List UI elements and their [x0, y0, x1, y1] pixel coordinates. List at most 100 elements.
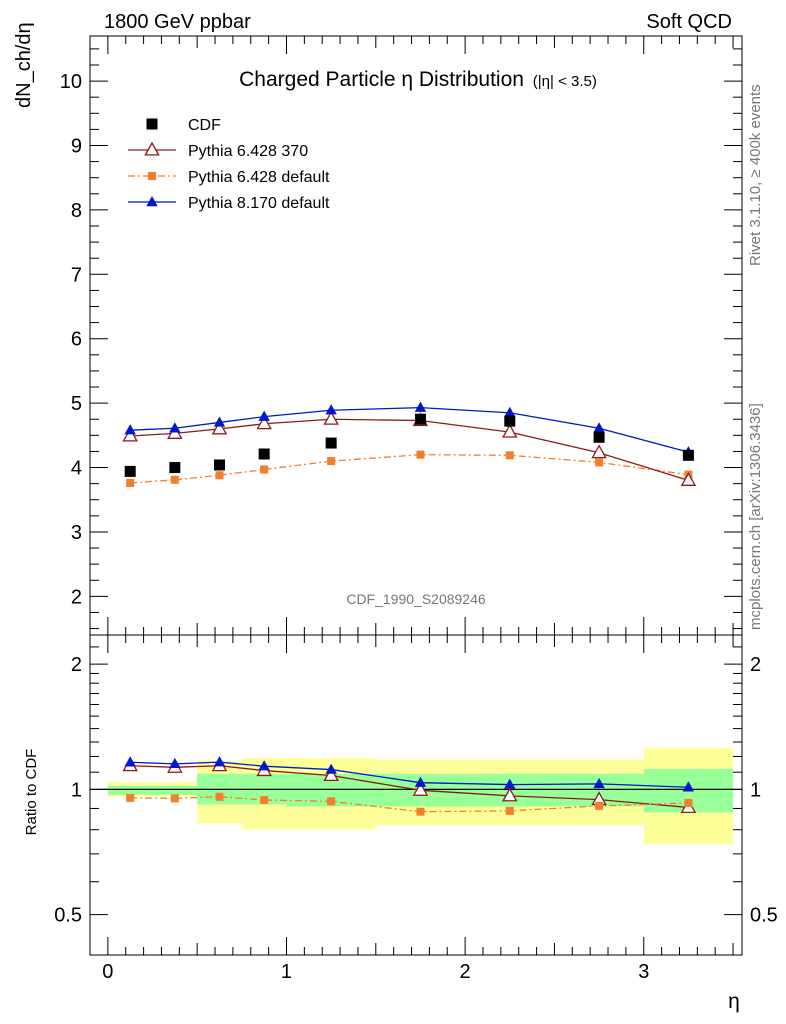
- main-point-s1-0: [122, 427, 138, 442]
- ratio-point-s1-7: [595, 801, 604, 810]
- main-point-s0-7: [593, 431, 605, 443]
- x-tick-label-2: 2: [460, 961, 471, 983]
- main-point-s1-4: [323, 410, 339, 425]
- ratio-point-s1-5: [416, 807, 425, 816]
- main-title-cut: (|η| < 3.5): [533, 73, 597, 90]
- analysis-id: CDF_1990_S2089246: [346, 591, 486, 607]
- ratio-ytick-label-0: 0.5: [54, 905, 82, 927]
- main-point-s0-5: [414, 413, 426, 425]
- main-point-s2-0: [126, 478, 135, 487]
- x-tick-label-0: 0: [102, 961, 113, 983]
- main-line-1: [130, 418, 689, 482]
- ratio-point-s1-0: [126, 793, 135, 802]
- legend-label-1: Pythia 6.428 370: [188, 143, 308, 160]
- legend-marker-3: [146, 196, 158, 207]
- main-point-s0-3: [258, 448, 270, 460]
- main-point-s3-1: [169, 422, 181, 433]
- main-point-s2-5: [416, 450, 425, 459]
- main-ytick-label-6: 8: [71, 200, 82, 222]
- ratio-point-s2-0: [124, 756, 136, 767]
- ratio-point-s2-2: [213, 756, 226, 767]
- legend-label-3: Pythia 8.170 default: [188, 195, 330, 212]
- x-tick-label-3: 3: [638, 961, 649, 983]
- main-ytick-label-4: 6: [71, 329, 82, 351]
- ratio-ytick-label-right-1: 1: [750, 779, 761, 801]
- ratio-point-s0-5: [412, 781, 429, 796]
- main-ylabel-text: dN_ch/dη: [13, 22, 35, 108]
- main-point-s2-4: [327, 457, 336, 466]
- main-point-s3-4: [325, 404, 337, 415]
- main-panel: 2 3 4 5 6 7 8 9 10: [60, 36, 742, 635]
- main-point-s3-2: [213, 416, 226, 427]
- main-title: Charged Particle η Distribution (|η| < 3…: [239, 68, 597, 91]
- ratio-point-s2-3: [258, 760, 270, 771]
- main-point-s0-4: [325, 437, 337, 449]
- ratio-point-s2-7: [593, 777, 605, 789]
- ratio-ytick-label-right-2: 2: [750, 654, 761, 676]
- main-point-s2-2: [215, 471, 224, 480]
- x-axis-label: η: [728, 990, 740, 1013]
- ratio-ytick-label-right-0: 0.5: [750, 905, 778, 927]
- ratio-point-s1-4: [327, 797, 336, 806]
- main-point-s1-6: [502, 423, 518, 438]
- ratio-ytick-label-1: 1: [71, 779, 82, 801]
- main-point-s0-6: [504, 415, 516, 427]
- ratio-point-s2-4: [325, 763, 337, 774]
- main-ytick-label-1: 3: [71, 522, 82, 544]
- x-tick-label-1: 1: [281, 961, 292, 983]
- ratio-panel: 0.5 0.5 1 1 2 2 0 1 2 3: [54, 635, 778, 983]
- main-title-text: Charged Particle η Distribution: [239, 68, 524, 91]
- main-point-s1-7: [591, 444, 607, 459]
- main-point-s2-7: [595, 458, 604, 467]
- main-ytick-label-7: 9: [71, 135, 82, 157]
- ratio-point-s0-6: [502, 787, 518, 802]
- side-text-rivet: Rivet 3.1.10, ≥ 400k events: [747, 84, 764, 266]
- main-ytick-label-0: 2: [71, 586, 82, 608]
- main-point-s2-1: [170, 475, 179, 484]
- ratio-point-s2-6: [504, 778, 516, 789]
- main-point-s1-8: [680, 472, 697, 486]
- ratio-ytick-label-2: 2: [71, 654, 82, 676]
- header-right: Soft QCD: [646, 11, 732, 33]
- main-point-s1-2: [211, 420, 228, 435]
- side-text-mcplots: mcplots.cern.ch [arXiv:1306.3436]: [747, 403, 764, 630]
- legend: CDF Pythia 6.428 370 Pythia 6.428 default P…: [128, 117, 330, 212]
- ratio-point-s1-8: [684, 798, 693, 807]
- ratio-point-s2-8: [682, 781, 695, 792]
- main-point-s3-7: [593, 422, 605, 433]
- header-left: 1800 GeV ppbar: [104, 11, 251, 33]
- ratio-ylabel: Ratio to CDF: [23, 749, 40, 836]
- legend-label-0: CDF: [188, 117, 221, 134]
- legend-label-2: Pythia 6.428 default: [188, 169, 330, 186]
- main-point-s2-6: [505, 451, 514, 460]
- main-ylabel: dN_ch/dη: [13, 22, 35, 108]
- main-point-s3-6: [504, 406, 516, 417]
- main-ytick-label-8: 10: [60, 71, 82, 93]
- ratio-frame: [89, 634, 743, 956]
- main-point-s0-2: [214, 459, 226, 471]
- legend-marker-0: [146, 118, 158, 130]
- main-ytick-label-3: 5: [71, 393, 82, 415]
- ratio-point-s1-1: [170, 794, 179, 803]
- ratio-point-s2-1: [169, 757, 181, 769]
- main-point-s2-3: [260, 465, 269, 474]
- legend-marker-2: [148, 172, 156, 180]
- ratio-point-s1-6: [505, 806, 514, 815]
- main-point-s3-3: [258, 410, 270, 421]
- legend-marker-1: [144, 141, 160, 156]
- ratio-point-s1-3: [260, 796, 269, 805]
- ratio-point-s2-5: [414, 776, 427, 787]
- main-line-2: [130, 454, 689, 484]
- main-point-s3-0: [124, 424, 136, 435]
- main-ytick-label-5: 7: [71, 264, 82, 286]
- main-point-s0-1: [169, 462, 181, 474]
- main-point-s0-0: [124, 465, 136, 477]
- main-ytick-label-2: 4: [71, 458, 82, 480]
- ratio-band-inner-0: [107, 785, 198, 795]
- main-point-s1-3: [256, 415, 272, 430]
- main-point-s3-5: [414, 401, 427, 412]
- ratio-point-s0-4: [323, 767, 339, 782]
- main-point-s0-8: [682, 449, 694, 461]
